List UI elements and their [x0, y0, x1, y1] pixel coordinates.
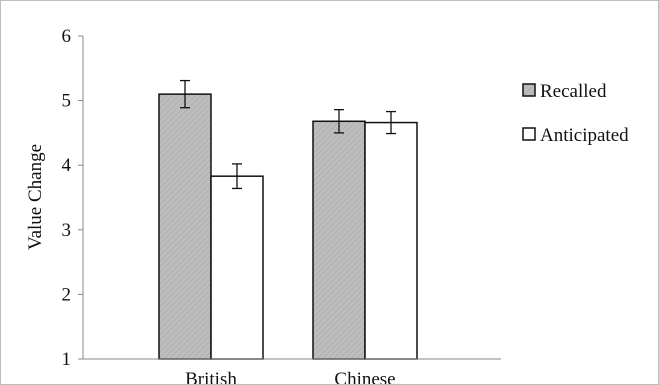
x-category-label-chinese: Chinese	[334, 369, 395, 384]
error-bar-recalled-chinese	[334, 108, 344, 134]
error-bar-anticipated-chinese	[386, 110, 396, 135]
y-tick-label: 5	[62, 91, 72, 112]
error-bars	[180, 79, 396, 190]
bar-anticipated-chinese	[364, 121, 418, 360]
x-category-label-british: British	[185, 369, 237, 384]
bar-recalled-chinese	[312, 120, 366, 360]
legend-label-anticipated: Anticipated	[540, 125, 629, 146]
x-axis: British Chinese	[83, 358, 501, 384]
legend-item-anticipated: Anticipated	[522, 125, 629, 146]
bars	[158, 93, 418, 360]
legend-swatch-anticipated	[522, 127, 536, 141]
error-bar-anticipated-british	[232, 163, 242, 190]
y-axis: 1 2 3 4 5 6	[62, 26, 84, 370]
legend-swatch-recalled	[522, 83, 536, 97]
legend-item-recalled: Recalled	[522, 81, 607, 102]
y-tick-label: 4	[62, 155, 72, 176]
y-tick-label: 6	[62, 26, 72, 47]
legend: Recalled Anticipated	[522, 81, 629, 146]
bar-recalled-british	[158, 93, 212, 360]
y-tick-label: 2	[62, 284, 72, 305]
y-tick-label: 3	[62, 220, 72, 241]
error-bar-recalled-british	[180, 79, 190, 109]
y-axis-title: Value Change	[25, 144, 46, 250]
legend-label-recalled: Recalled	[540, 81, 607, 102]
bar-anticipated-british	[210, 175, 264, 360]
y-tick-label: 1	[62, 349, 72, 370]
